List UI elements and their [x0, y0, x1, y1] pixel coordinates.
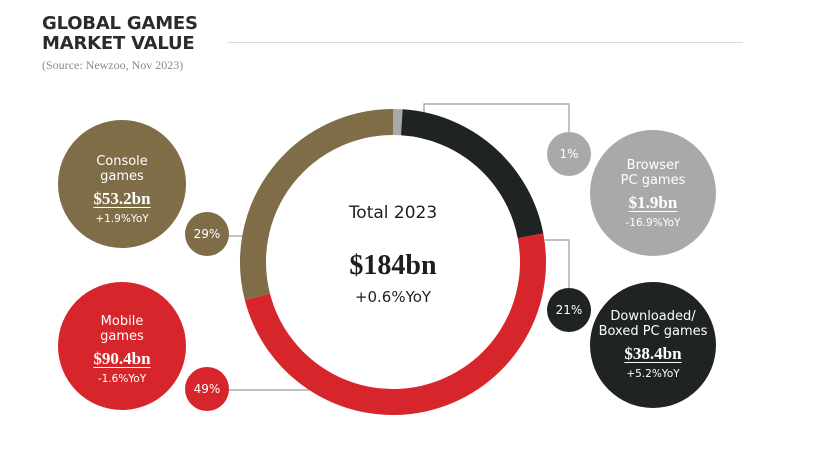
bubble-mobile: Mobile games $90.4bn -1.6%YoY — [58, 282, 186, 410]
donut-segment-downloaded — [400, 109, 544, 239]
downloaded-name-2: Boxed PC games — [598, 324, 708, 339]
console-name-2: games — [100, 169, 144, 184]
browser-value: $1.9bn — [628, 193, 678, 212]
center-yoy: +0.6%YoY — [354, 288, 432, 306]
browser-name-1: Browser — [626, 158, 680, 173]
mobile-name-1: Mobile — [100, 314, 144, 329]
bubble-console: Console games $53.2bn +1.9%YoY — [58, 120, 186, 248]
pct-console: 29% — [185, 212, 229, 256]
pct-browser: 1% — [547, 132, 591, 176]
title-line-2: MARKET VALUE — [42, 33, 195, 54]
source-note: (Source: Newzoo, Nov 2023) — [42, 58, 184, 72]
downloaded-name-1: Downloaded/ — [610, 309, 696, 324]
mobile-yoy: -1.6%YoY — [97, 373, 147, 385]
downloaded-yoy: +5.2%YoY — [626, 368, 680, 380]
header-rule — [228, 42, 743, 43]
bubble-downloaded: Downloaded/ Boxed PC games $38.4bn +5.2%… — [590, 282, 716, 408]
pct-mobile: 49% — [185, 367, 229, 411]
leader-downloaded — [545, 239, 570, 290]
console-yoy: +1.9%YoY — [95, 213, 149, 225]
donut-segment-console — [240, 109, 394, 301]
downloaded-value: $38.4bn — [624, 344, 682, 363]
donut-ring — [240, 108, 546, 415]
title-line-1: GLOBAL GAMES — [42, 13, 198, 34]
browser-yoy: -16.9%YoY — [625, 217, 681, 229]
console-value: $53.2bn — [93, 189, 151, 208]
pct-downloaded: 21% — [547, 288, 591, 332]
browser-name-2: PC games — [620, 173, 686, 188]
center-label: Total 2023 — [348, 203, 438, 223]
mobile-name-2: games — [100, 329, 144, 344]
center-value: $184bn — [349, 250, 437, 281]
bubble-browser: Browser PC games $1.9bn -16.9%YoY — [590, 130, 716, 256]
chart-title: GLOBAL GAMES MARKET VALUE — [42, 14, 198, 54]
mobile-value: $90.4bn — [93, 349, 151, 368]
donut-segment-mobile — [244, 233, 546, 415]
leader-browser — [423, 103, 570, 134]
console-name-1: Console — [96, 154, 148, 169]
